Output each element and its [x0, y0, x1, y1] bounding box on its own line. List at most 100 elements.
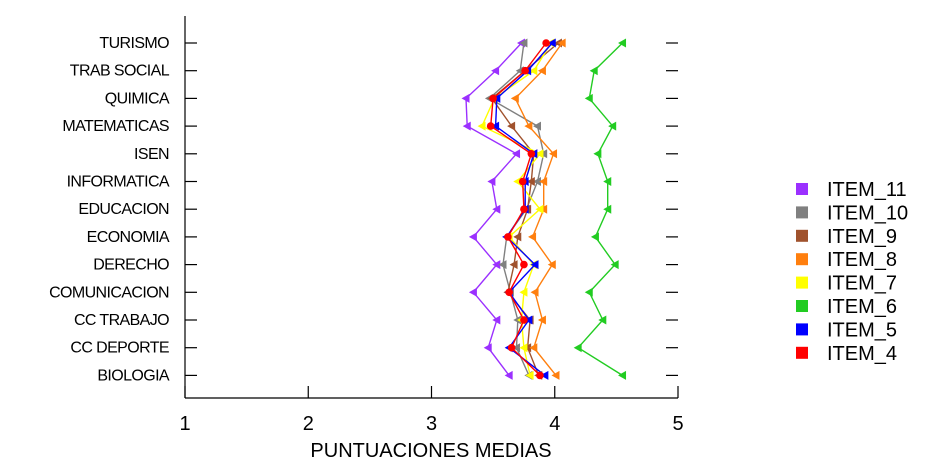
y-tick-label: CC TRABAJO [74, 312, 169, 329]
data-point [584, 93, 593, 103]
data-point [535, 149, 544, 159]
labels-layer: TURISMO TRAB SOCIAL QUIMICA MATEMATICAS ISEN… [49, 35, 683, 435]
data-point [519, 343, 528, 353]
data-point [520, 260, 528, 269]
legend-label: ITEM_8 [827, 249, 897, 271]
series-layer [461, 38, 627, 380]
y-tick-label: ISEN [134, 146, 169, 163]
legend: ITEM_11ITEM_10ITEM_9ITEM_8ITEM_7ITEM_6IT… [796, 179, 908, 365]
data-point [526, 177, 535, 186]
legend-swatch [796, 206, 808, 219]
y-tick-label: DERECHO [93, 257, 169, 274]
y-tick-label: INFORMATICA [67, 174, 170, 191]
data-point [528, 232, 537, 242]
data-point [529, 66, 538, 76]
data-point [489, 94, 497, 103]
data-point [535, 204, 544, 214]
axes [184, 16, 679, 399]
data-point [483, 343, 492, 353]
data-point [603, 204, 612, 214]
y-tick-label: ECONOMIA [87, 229, 170, 246]
data-point [487, 177, 496, 186]
data-point [603, 177, 612, 186]
legend-label: ITEM_4 [827, 343, 897, 365]
data-point [527, 150, 536, 158]
data-point [509, 260, 518, 270]
data-point [492, 204, 501, 214]
data-point [519, 287, 528, 297]
data-point [520, 316, 528, 324]
legend-label: ITEM_6 [827, 296, 897, 318]
x-tick-label: 4 [549, 413, 560, 435]
y-tick-label: CC DEPORTE [70, 340, 169, 357]
data-point [530, 287, 539, 297]
data-point [492, 315, 501, 325]
y-tick-label: BIOLOGIA [97, 367, 170, 384]
data-point [492, 260, 501, 270]
data-point [536, 371, 544, 380]
legend-swatch [796, 253, 808, 266]
data-point [461, 93, 470, 103]
legend-swatch [796, 229, 808, 242]
data-point [462, 121, 471, 131]
data-point [477, 121, 486, 131]
legend-swatch [796, 183, 808, 195]
data-point [491, 66, 500, 76]
legend-swatch [796, 276, 808, 289]
data-point [547, 260, 556, 270]
data-point [537, 66, 546, 76]
data-point [584, 287, 593, 297]
legend-swatch [796, 323, 808, 336]
data-point [539, 177, 548, 186]
data-point [520, 205, 528, 213]
x-tick-label: 1 [179, 413, 190, 435]
data-point [529, 343, 538, 353]
data-point [504, 233, 512, 241]
data-point [507, 121, 516, 131]
legend-label: ITEM_7 [827, 273, 897, 295]
data-point [519, 38, 528, 48]
data-point [590, 232, 599, 242]
data-point [618, 38, 627, 48]
data-point [510, 93, 519, 103]
x-tick-label: 3 [426, 413, 437, 435]
y-tick-label: TURISMO [99, 35, 169, 52]
data-point [610, 260, 619, 270]
data-point [521, 66, 529, 75]
data-point [524, 315, 533, 325]
y-tick-label: QUIMICA [105, 90, 170, 107]
legend-label: ITEM_9 [827, 226, 897, 248]
data-point [530, 260, 539, 270]
data-point [512, 343, 521, 353]
data-point [468, 287, 477, 297]
data-point [468, 232, 477, 242]
x-tick-label: 2 [303, 413, 314, 435]
data-point [491, 121, 500, 131]
x-tick-label: 5 [672, 413, 683, 435]
data-point [505, 288, 513, 297]
y-tick-label: MATEMATICAS [62, 118, 169, 135]
data-point [532, 177, 541, 186]
data-point [513, 232, 522, 242]
data-point [598, 315, 607, 325]
data-point [524, 121, 533, 131]
data-point [518, 177, 527, 186]
data-point [557, 38, 566, 48]
data-point [525, 370, 534, 380]
data-point [512, 149, 521, 159]
data-point [608, 121, 617, 131]
data-point [589, 66, 598, 76]
y-tick-label: TRAB SOCIAL [70, 63, 170, 80]
data-point [551, 370, 560, 380]
data-point [537, 315, 546, 325]
data-point [542, 39, 550, 47]
legend-swatch [796, 346, 808, 359]
data-point [547, 38, 556, 48]
data-point [532, 121, 541, 131]
data-point [498, 260, 507, 270]
data-point [504, 370, 513, 380]
data-point [507, 343, 516, 352]
data-point [593, 149, 602, 159]
data-point [549, 149, 558, 159]
